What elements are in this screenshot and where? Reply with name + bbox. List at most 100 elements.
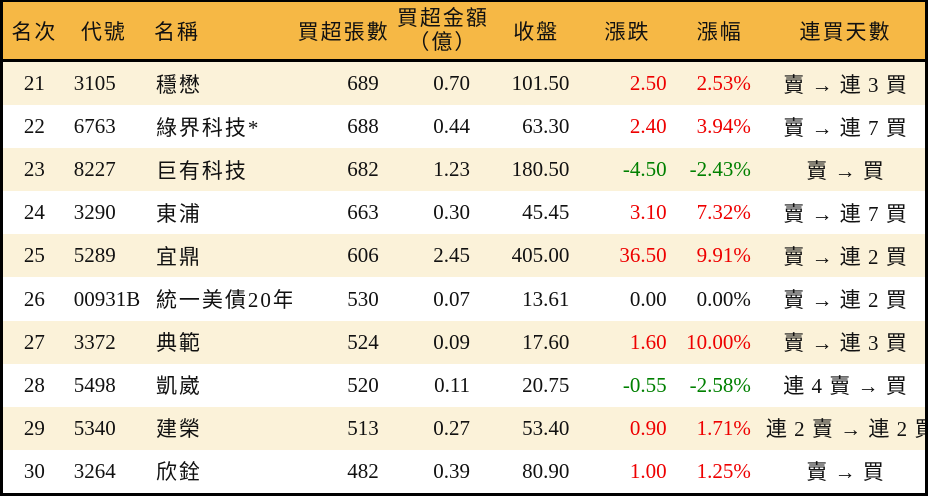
- cell-price-change: -4.50: [581, 148, 674, 192]
- cell-close-price: 20.75: [491, 363, 582, 407]
- cell-stock-name: 宜鼎: [141, 234, 293, 278]
- cell-close-price: 101.50: [491, 60, 582, 106]
- cell-close-price: 180.50: [491, 148, 582, 192]
- cell-price-change: 0.00: [581, 277, 674, 321]
- cell-stock-code: 3105: [65, 60, 142, 106]
- cell-stock-name: 建榮: [141, 406, 293, 450]
- cell-consecutive-buy-days: 賣 → 買: [765, 148, 927, 192]
- cell-change-percent: 1.71%: [673, 406, 766, 450]
- cell-consecutive-buy-days: 賣 → 連 3 買: [765, 60, 927, 106]
- table-row: 22 6763 綠界科技* 688 0.44 63.30 2.40 3.94% …: [1, 105, 927, 149]
- col-header-amount-line2: （億）: [408, 29, 478, 54]
- cell-change-percent: 2.53%: [673, 60, 766, 106]
- cell-net-buy-volume: 520: [292, 363, 395, 407]
- cell-change-percent: 0.00%: [673, 277, 766, 321]
- cell-rank: 21: [1, 60, 66, 106]
- cell-net-buy-volume: 513: [292, 406, 395, 450]
- cell-rank: 29: [1, 406, 66, 450]
- table-row: 28 5498 凱崴 520 0.11 20.75 -0.55 -2.58% 連…: [1, 363, 927, 407]
- cell-net-buy-amount: 0.09: [394, 320, 492, 364]
- table-row: 23 8227 巨有科技 682 1.23 180.50 -4.50 -2.43…: [1, 148, 927, 192]
- table-body: 21 3105 穩懋 689 0.70 101.50 2.50 2.53% 賣 …: [1, 60, 927, 495]
- cell-net-buy-volume: 524: [292, 320, 395, 364]
- cell-net-buy-volume: 482: [292, 449, 395, 495]
- cell-stock-name: 欣銓: [141, 449, 293, 495]
- table-row: 27 3372 典範 524 0.09 17.60 1.60 10.00% 賣 …: [1, 320, 927, 364]
- cell-net-buy-amount: 0.44: [394, 105, 492, 149]
- table-header: 名次 代號 名稱 買超張數 買超金額 （億） 收盤 漲跌 漲幅 連買天數: [1, 1, 927, 62]
- col-header-change-pct: 漲幅: [673, 1, 766, 62]
- cell-consecutive-buy-days: 賣 → 連 7 買: [765, 191, 927, 235]
- table-row: 25 5289 宜鼎 606 2.45 405.00 36.50 9.91% 賣…: [1, 234, 927, 278]
- cell-rank: 28: [1, 363, 66, 407]
- cell-close-price: 405.00: [491, 234, 582, 278]
- cell-stock-name: 典範: [141, 320, 293, 364]
- cell-stock-name: 綠界科技*: [141, 105, 293, 149]
- cell-net-buy-amount: 0.11: [394, 363, 492, 407]
- col-header-close: 收盤: [491, 1, 582, 62]
- col-header-code: 代號: [65, 1, 142, 62]
- cell-net-buy-amount: 0.07: [394, 277, 492, 321]
- col-header-amount-line1: 買超金額: [396, 5, 489, 30]
- cell-rank: 25: [1, 234, 66, 278]
- cell-change-percent: 3.94%: [673, 105, 766, 149]
- cell-net-buy-amount: 1.23: [394, 148, 492, 192]
- table-row: 21 3105 穩懋 689 0.70 101.50 2.50 2.53% 賣 …: [1, 60, 927, 106]
- cell-consecutive-buy-days: 賣 → 買: [765, 449, 927, 495]
- cell-close-price: 53.40: [491, 406, 582, 450]
- cell-close-price: 13.61: [491, 277, 582, 321]
- table-row: 30 3264 欣銓 482 0.39 80.90 1.00 1.25% 賣 →…: [1, 449, 927, 495]
- cell-net-buy-volume: 530: [292, 277, 395, 321]
- cell-stock-name: 穩懋: [141, 60, 293, 106]
- cell-price-change: 2.50: [581, 60, 674, 106]
- table-row: 26 00931B 統一美債20年 530 0.07 13.61 0.00 0.…: [1, 277, 927, 321]
- cell-stock-code: 3372: [65, 320, 142, 364]
- cell-rank: 26: [1, 277, 66, 321]
- table-row: 29 5340 建榮 513 0.27 53.40 0.90 1.71% 連 2…: [1, 406, 927, 450]
- cell-stock-code: 5498: [65, 363, 142, 407]
- col-header-rank: 名次: [1, 1, 66, 62]
- cell-change-percent: 1.25%: [673, 449, 766, 495]
- cell-close-price: 17.60: [491, 320, 582, 364]
- cell-price-change: 0.90: [581, 406, 674, 450]
- cell-stock-code: 5340: [65, 406, 142, 450]
- cell-consecutive-buy-days: 賣 → 連 2 買: [765, 277, 927, 321]
- cell-stock-code: 3264: [65, 449, 142, 495]
- cell-net-buy-volume: 663: [292, 191, 395, 235]
- table-row: 24 3290 東浦 663 0.30 45.45 3.10 7.32% 賣 →…: [1, 191, 927, 235]
- cell-stock-code: 6763: [65, 105, 142, 149]
- cell-stock-code: 00931B: [65, 277, 142, 321]
- cell-consecutive-buy-days: 連 4 賣 → 買: [765, 363, 927, 407]
- cell-stock-name: 巨有科技: [141, 148, 293, 192]
- cell-consecutive-buy-days: 賣 → 連 2 買: [765, 234, 927, 278]
- cell-net-buy-amount: 0.27: [394, 406, 492, 450]
- header-row: 名次 代號 名稱 買超張數 買超金額 （億） 收盤 漲跌 漲幅 連買天數: [1, 1, 927, 62]
- cell-rank: 27: [1, 320, 66, 364]
- cell-net-buy-volume: 682: [292, 148, 395, 192]
- cell-price-change: 1.60: [581, 320, 674, 364]
- cell-price-change: 3.10: [581, 191, 674, 235]
- cell-net-buy-amount: 0.70: [394, 60, 492, 106]
- col-header-name: 名稱: [141, 1, 293, 62]
- cell-stock-code: 3290: [65, 191, 142, 235]
- col-header-volume: 買超張數: [292, 1, 395, 62]
- cell-change-percent: -2.43%: [673, 148, 766, 192]
- cell-net-buy-volume: 689: [292, 60, 395, 106]
- cell-stock-name: 統一美債20年: [141, 277, 293, 321]
- cell-close-price: 63.30: [491, 105, 582, 149]
- cell-stock-name: 東浦: [141, 191, 293, 235]
- cell-rank: 23: [1, 148, 66, 192]
- cell-net-buy-amount: 0.30: [394, 191, 492, 235]
- cell-price-change: 36.50: [581, 234, 674, 278]
- cell-change-percent: -2.58%: [673, 363, 766, 407]
- cell-net-buy-amount: 2.45: [394, 234, 492, 278]
- cell-change-percent: 7.32%: [673, 191, 766, 235]
- cell-price-change: 1.00: [581, 449, 674, 495]
- cell-close-price: 80.90: [491, 449, 582, 495]
- col-header-streak: 連買天數: [765, 1, 927, 62]
- cell-net-buy-volume: 688: [292, 105, 395, 149]
- cell-rank: 22: [1, 105, 66, 149]
- cell-price-change: -0.55: [581, 363, 674, 407]
- cell-consecutive-buy-days: 賣 → 連 3 買: [765, 320, 927, 364]
